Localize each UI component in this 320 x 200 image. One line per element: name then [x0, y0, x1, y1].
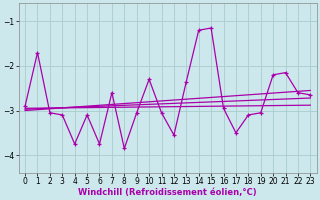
- X-axis label: Windchill (Refroidissement éolien,°C): Windchill (Refroidissement éolien,°C): [78, 188, 257, 197]
